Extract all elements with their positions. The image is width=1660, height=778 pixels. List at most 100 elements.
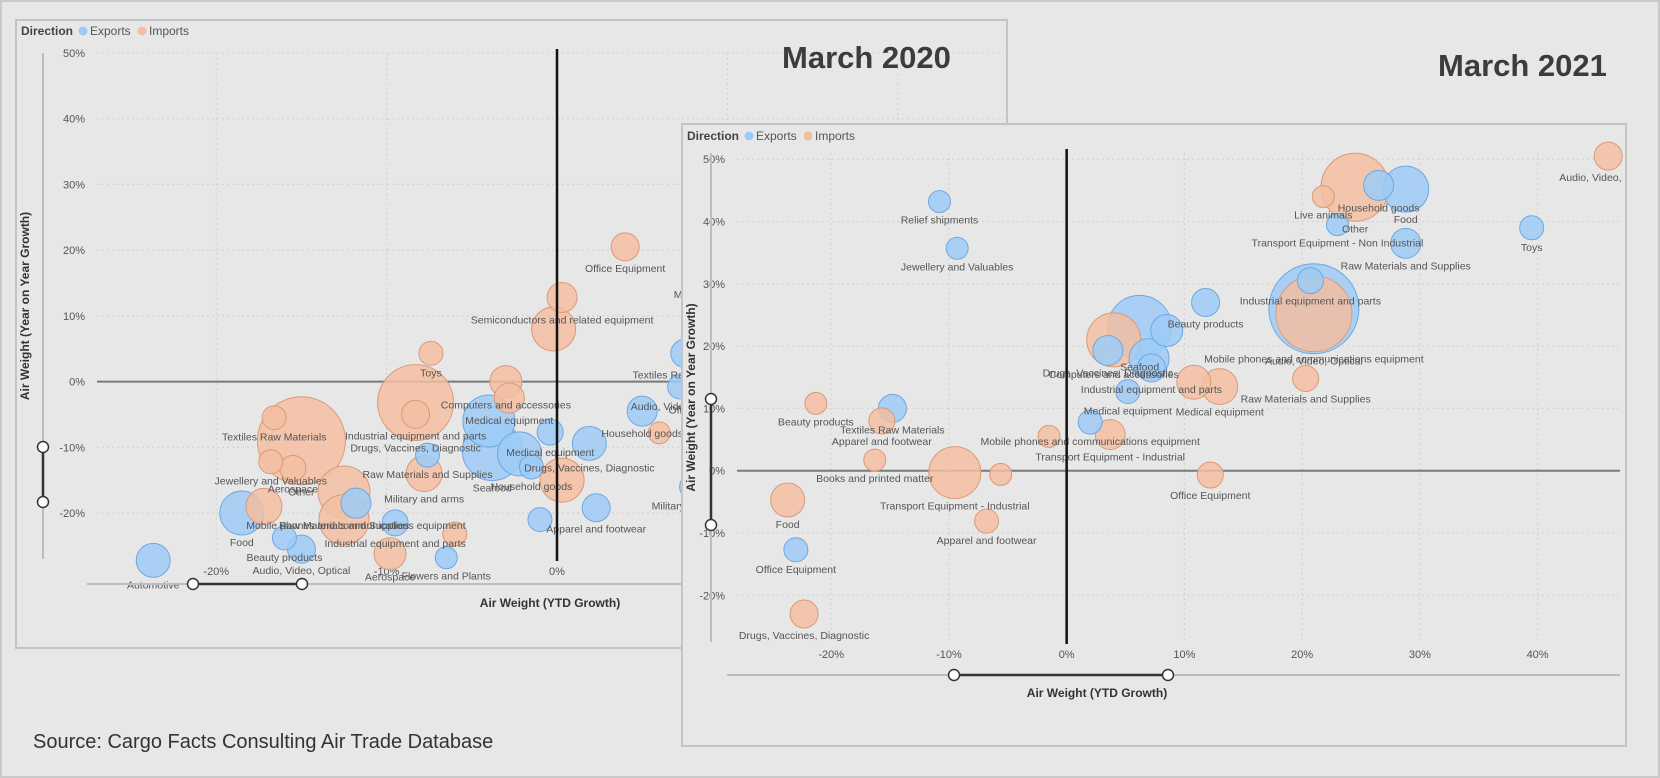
- bubble-exports: [434, 546, 458, 570]
- y-tick-label: 0%: [69, 377, 85, 389]
- bubble-label: Mobile phones and communications equipme…: [980, 436, 1200, 448]
- bubble-label: Semiconductors and related equipment: [471, 314, 654, 326]
- y-slider-handle-2021[interactable]: [704, 392, 718, 406]
- bubble-label: Beauty products: [246, 552, 322, 564]
- bubble-label: Seafood: [473, 483, 512, 495]
- bubble-imports: [1037, 424, 1061, 448]
- bubble-imports: [442, 521, 468, 547]
- bubble-label: Office Equipment: [756, 564, 836, 576]
- bubble-label: Industrial equipment and parts: [325, 538, 466, 550]
- bubble-label: Mobile phones and communications equipme…: [1204, 354, 1424, 366]
- bubble-label: Other: [1342, 223, 1369, 235]
- x-slider-handle-2021[interactable]: [1161, 668, 1175, 682]
- bubble-label: Computers and accessories: [1049, 369, 1179, 381]
- bubble-label: Raw Materials and Supplies: [1241, 394, 1371, 406]
- bubble-label: Transport Equipment - Industrial: [1035, 452, 1185, 464]
- y-slider-handle-2021[interactable]: [704, 518, 718, 532]
- bubble-exports: [1519, 215, 1545, 241]
- bubble-label: Apparel and footwear: [937, 535, 1037, 547]
- y-tick-label: 50%: [63, 48, 85, 60]
- bubble-exports: [135, 542, 171, 578]
- legend-dot-exports-2020: [78, 26, 88, 36]
- bubble-label: Raw Materials and Supplies: [1341, 260, 1471, 272]
- bubble-label: Office Equipment: [585, 263, 665, 275]
- bubble-imports: [974, 508, 1000, 534]
- bubble-imports: [401, 399, 431, 429]
- x-tick-label: 10%: [1173, 649, 1195, 661]
- bubble-label: Computers and accessories: [441, 400, 571, 412]
- bubble-label: Medical equipment: [465, 415, 553, 427]
- bubble-exports: [571, 425, 607, 461]
- x-slider-handle-2020[interactable]: [186, 577, 200, 591]
- y-tick-label: 20%: [703, 341, 725, 353]
- y-slider-handle-2020[interactable]: [36, 440, 50, 454]
- y-tick-label: 40%: [63, 114, 85, 126]
- y-tick-label: 30%: [703, 279, 725, 291]
- bubble-exports: [581, 493, 611, 523]
- bubble-exports: [1092, 334, 1124, 366]
- bubble-imports: [1292, 365, 1320, 393]
- bubble-label: Food: [230, 537, 254, 549]
- bubble-imports: [493, 382, 525, 414]
- y-tick-label: 10%: [63, 311, 85, 323]
- x-tick-label: -20%: [818, 649, 844, 661]
- legend-label-exports-2021: Exports: [756, 129, 797, 143]
- bubble-label: Drugs, Vaccines, Diagnostic: [524, 462, 655, 474]
- bubble-label: Aerospace: [268, 483, 318, 495]
- bubble-label: Mobile phones and communications equipme…: [246, 520, 466, 532]
- y-axis-title-2021: Air Weight (Year on Year Growth): [684, 303, 698, 491]
- bubble-exports: [1390, 227, 1422, 259]
- x-slider-handle-2020[interactable]: [295, 577, 309, 591]
- x-tick-label: 0%: [1059, 649, 1075, 661]
- bubble-label: Industrial equipment and parts: [1240, 296, 1381, 308]
- bubble-exports: [783, 537, 809, 563]
- bubble-label: Industrial equipment and parts: [1081, 384, 1222, 396]
- bubble-imports: [1176, 364, 1212, 400]
- legend-label-imports-2020: Imports: [149, 24, 189, 38]
- bubble-label: Transport Equipment - Industrial: [880, 501, 1030, 513]
- legend-label-imports-2021: Imports: [815, 129, 855, 143]
- scatter-chart-2021[interactable]: Direction Exports Imports 50% 40% 30% 20% 10% 0%…: [683, 125, 1625, 745]
- bubble-exports: [1115, 379, 1141, 405]
- chart-title-2021: March 2021: [1438, 48, 1607, 83]
- bubble-label: Medical equipment: [1176, 407, 1264, 419]
- bubble-imports: [1311, 185, 1335, 209]
- bubble-imports: [804, 391, 828, 415]
- bubble-label: Live animals: [1294, 210, 1352, 222]
- bubble-imports: [418, 340, 444, 366]
- bubble-label: Medical equipment: [506, 447, 594, 459]
- bubble-imports: [1094, 419, 1126, 451]
- x-tick-label: 0%: [549, 566, 565, 578]
- source-note: Source: Cargo Facts Consulting Air Trade…: [33, 731, 494, 753]
- bubble-label: Military and arms: [384, 494, 464, 506]
- y-tick-label: -20%: [699, 590, 725, 602]
- bubble-label: Aerospace: [365, 572, 415, 584]
- y-tick-label: 50%: [703, 154, 725, 166]
- bubble-imports: [373, 537, 407, 571]
- y-tick-label: -20%: [59, 508, 85, 520]
- x-tick-label: 20%: [1291, 649, 1313, 661]
- x-slider-handle-2021[interactable]: [947, 668, 961, 682]
- bubble-imports: [539, 457, 585, 503]
- bubble-label: Transport Equipment - Non Industrial: [1252, 238, 1424, 250]
- bubble-label: Food: [776, 519, 800, 531]
- legend-label-exports-2020: Exports: [90, 24, 131, 38]
- y-tick-label: 40%: [703, 217, 725, 229]
- bubble-imports: [546, 281, 578, 313]
- bubble-label: Textiles Raw Materials: [840, 424, 944, 436]
- chart-title-2020: March 2020: [782, 40, 951, 75]
- bubble-imports: [1196, 461, 1224, 489]
- x-tick-label: 40%: [1527, 649, 1549, 661]
- bubble-label: Household goods: [491, 481, 573, 493]
- y-slider-handle-2020[interactable]: [36, 495, 50, 509]
- bubble-label: Toys: [1521, 242, 1543, 254]
- bubble-exports: [1191, 288, 1221, 318]
- bubble-label: Relief shipments: [901, 215, 979, 227]
- chart-panel-2021[interactable]: Direction Exports Imports 50% 40% 30% 20% 10% 0%…: [681, 123, 1627, 747]
- bubble-label: Audio, Video, Optical: [253, 565, 351, 577]
- bubble-label: Household goods: [601, 428, 683, 440]
- bubble-imports: [989, 462, 1013, 486]
- bubble-exports: [340, 487, 372, 519]
- bubble-exports: [626, 395, 658, 427]
- bubble-label: Raw Materials and Supplies: [279, 520, 409, 532]
